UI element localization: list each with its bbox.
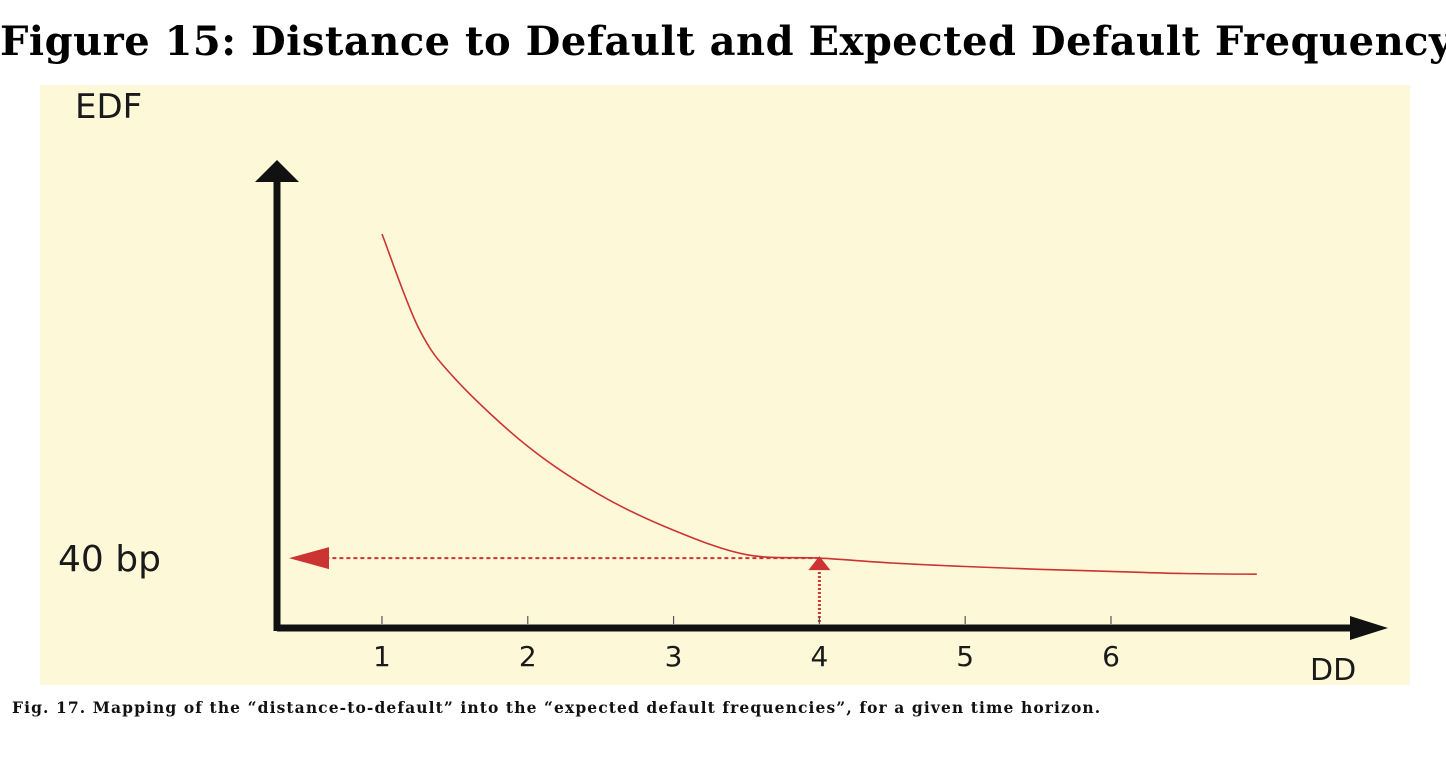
x-axis-arrowhead [1350, 616, 1388, 640]
axes [255, 160, 1388, 640]
x-tick-label-1: 1 [373, 640, 391, 673]
horizontal-arrowhead [289, 547, 329, 570]
x-axis-label: DD [1310, 653, 1356, 688]
figure-title: Figure 15: Distance to Default and Expec… [0, 18, 1446, 65]
curve-layer [381, 233, 1257, 575]
edf-curve-series-0 [381, 233, 1257, 575]
x-tick-label-3: 3 [665, 640, 683, 673]
y-axis-arrowhead [255, 160, 299, 182]
x-tick-label-6: 6 [1102, 640, 1120, 673]
plot-background [40, 85, 1410, 685]
figure-caption: Fig. 17. Mapping of the “distance-to-def… [12, 698, 1102, 717]
tick-layer: 1 2 3 4 5 6 [373, 616, 1120, 673]
y-tick-label-40bp: 40 bp [58, 539, 161, 580]
x-tick-label-5: 5 [956, 640, 974, 673]
x-tick-label-4: 4 [810, 640, 828, 673]
x-tick-label-2: 2 [519, 640, 537, 673]
y-axis-label: EDF [75, 87, 142, 127]
annotation-layer [289, 547, 831, 622]
vertical-arrowhead [808, 556, 831, 571]
